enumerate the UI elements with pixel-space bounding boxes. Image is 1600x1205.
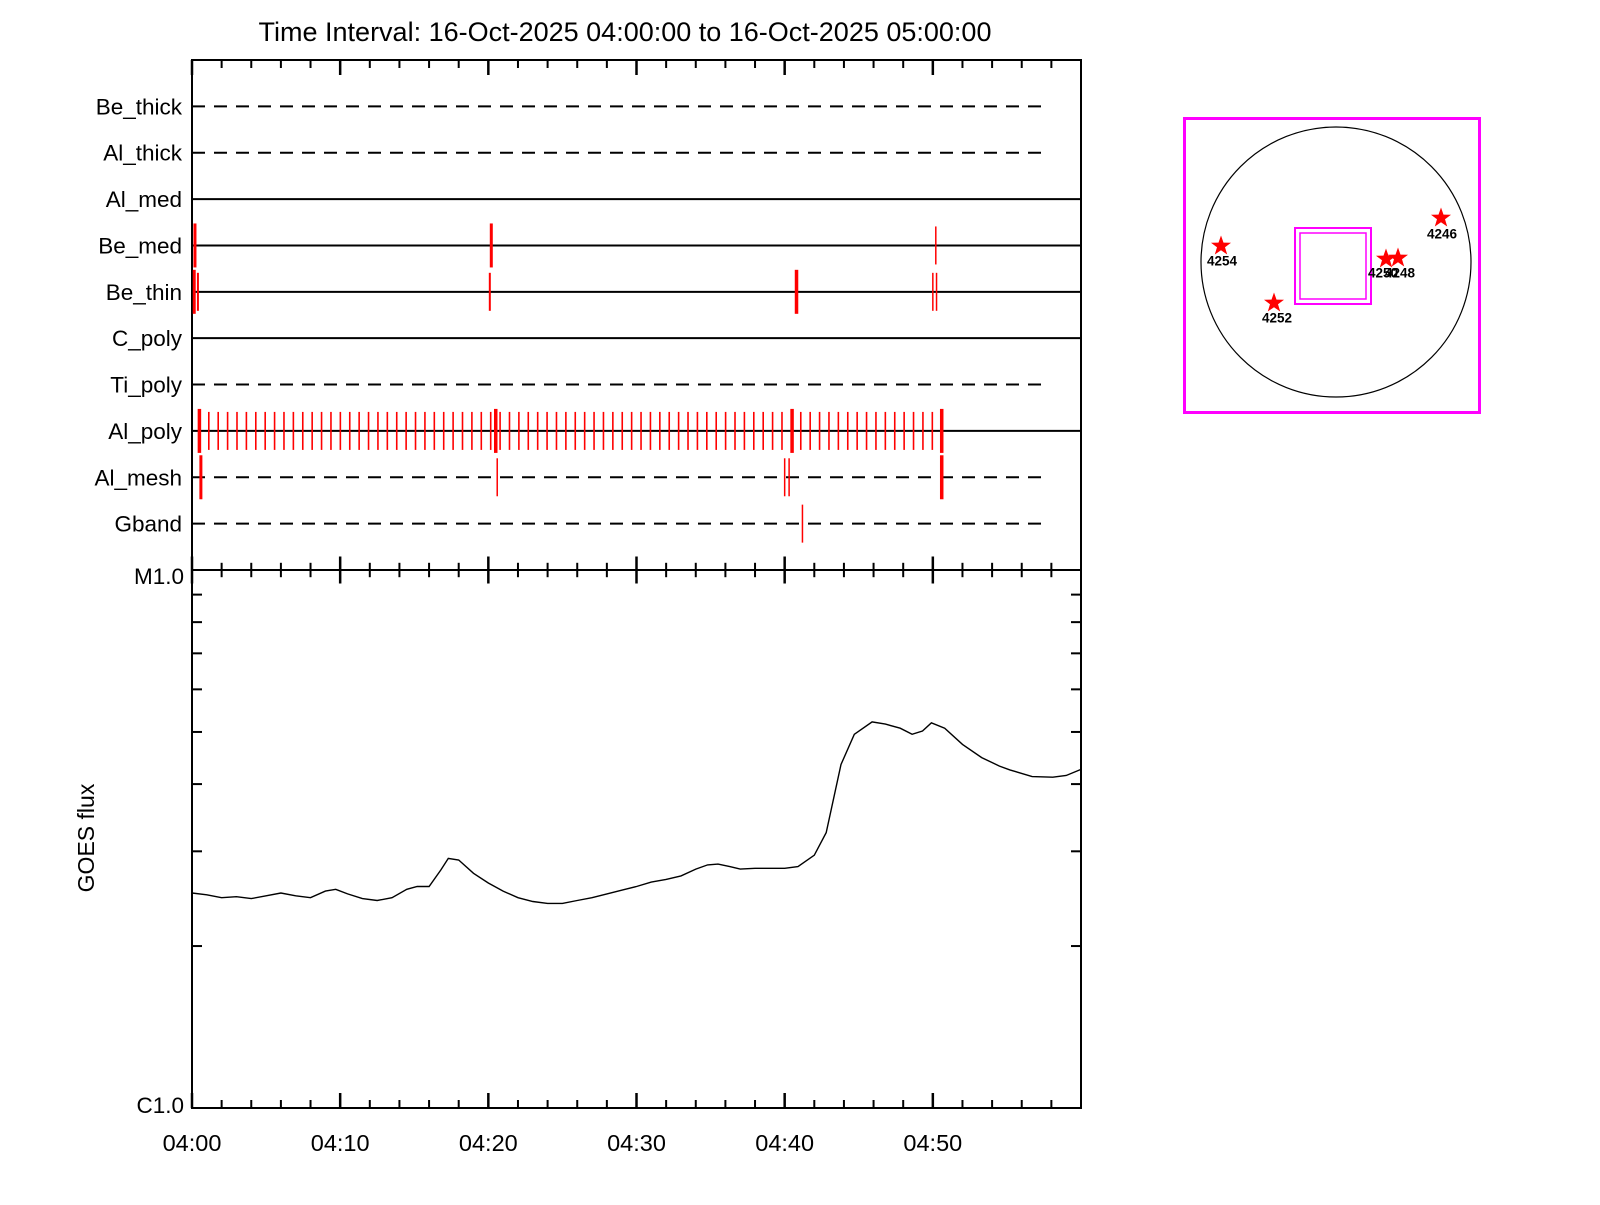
active-region-star (1211, 235, 1231, 255)
figure-title: Time Interval: 16-Oct-2025 04:00:00 to 1… (259, 17, 992, 47)
fov-box-inner (1299, 232, 1367, 300)
goes-ytop-label: M1.0 (134, 564, 184, 589)
filter-panel-frame (191, 59, 1082, 571)
x-axis-label: 04:40 (755, 1130, 814, 1156)
filter-row-label: Gband (114, 512, 182, 537)
goes-panel-frame (191, 569, 1082, 1109)
active-region-star (1264, 292, 1284, 312)
filter-row-label: C_poly (112, 326, 183, 351)
active-region-star (1388, 247, 1408, 267)
fov-box (1294, 227, 1372, 305)
active-region-label: 4250 (1368, 266, 1398, 281)
active-region-star (1376, 248, 1396, 268)
filter-row-label: Be_med (98, 233, 182, 258)
x-axis-label: 04:10 (311, 1130, 370, 1156)
x-axis-label: 04:30 (607, 1130, 666, 1156)
active-region-label: 4252 (1262, 311, 1292, 326)
filter-row-label: Be_thin (106, 280, 182, 305)
solar-limb-circle (1200, 126, 1472, 398)
filter-row-label: Al_med (106, 187, 182, 212)
filter-row-label: Al_thick (103, 141, 183, 166)
active-region-label: 4254 (1207, 254, 1238, 269)
goes-flux-curve (191, 721, 1082, 905)
x-axis-label: 04:50 (903, 1130, 962, 1156)
x-axis-label: 04:00 (163, 1130, 222, 1156)
filter-row-label: Ti_poly (110, 373, 182, 398)
active-region-label: 4248 (1385, 266, 1416, 281)
goes-flux-panel (191, 593, 1082, 948)
goes-ylabel: GOES flux (73, 783, 99, 892)
filter-row-label: Be_thick (96, 94, 183, 119)
filter-row-label: Al_poly (108, 419, 183, 444)
axes-frame: 04:00 04:10 04:20 04:30 04:40 04:50 (163, 59, 1082, 1156)
filter-row-label: Al_mesh (94, 465, 182, 490)
filter-timeline-panel: Be_thick Al_thick Al_med Be_med Be_thin C_pol… (94, 94, 1081, 543)
x-axis-label: 04:20 (459, 1130, 518, 1156)
active-region-label: 4246 (1427, 227, 1458, 242)
goes-ybottom-label: C1.0 (136, 1093, 184, 1118)
sun-map-frame (1183, 117, 1481, 414)
active-region-star (1431, 207, 1451, 227)
